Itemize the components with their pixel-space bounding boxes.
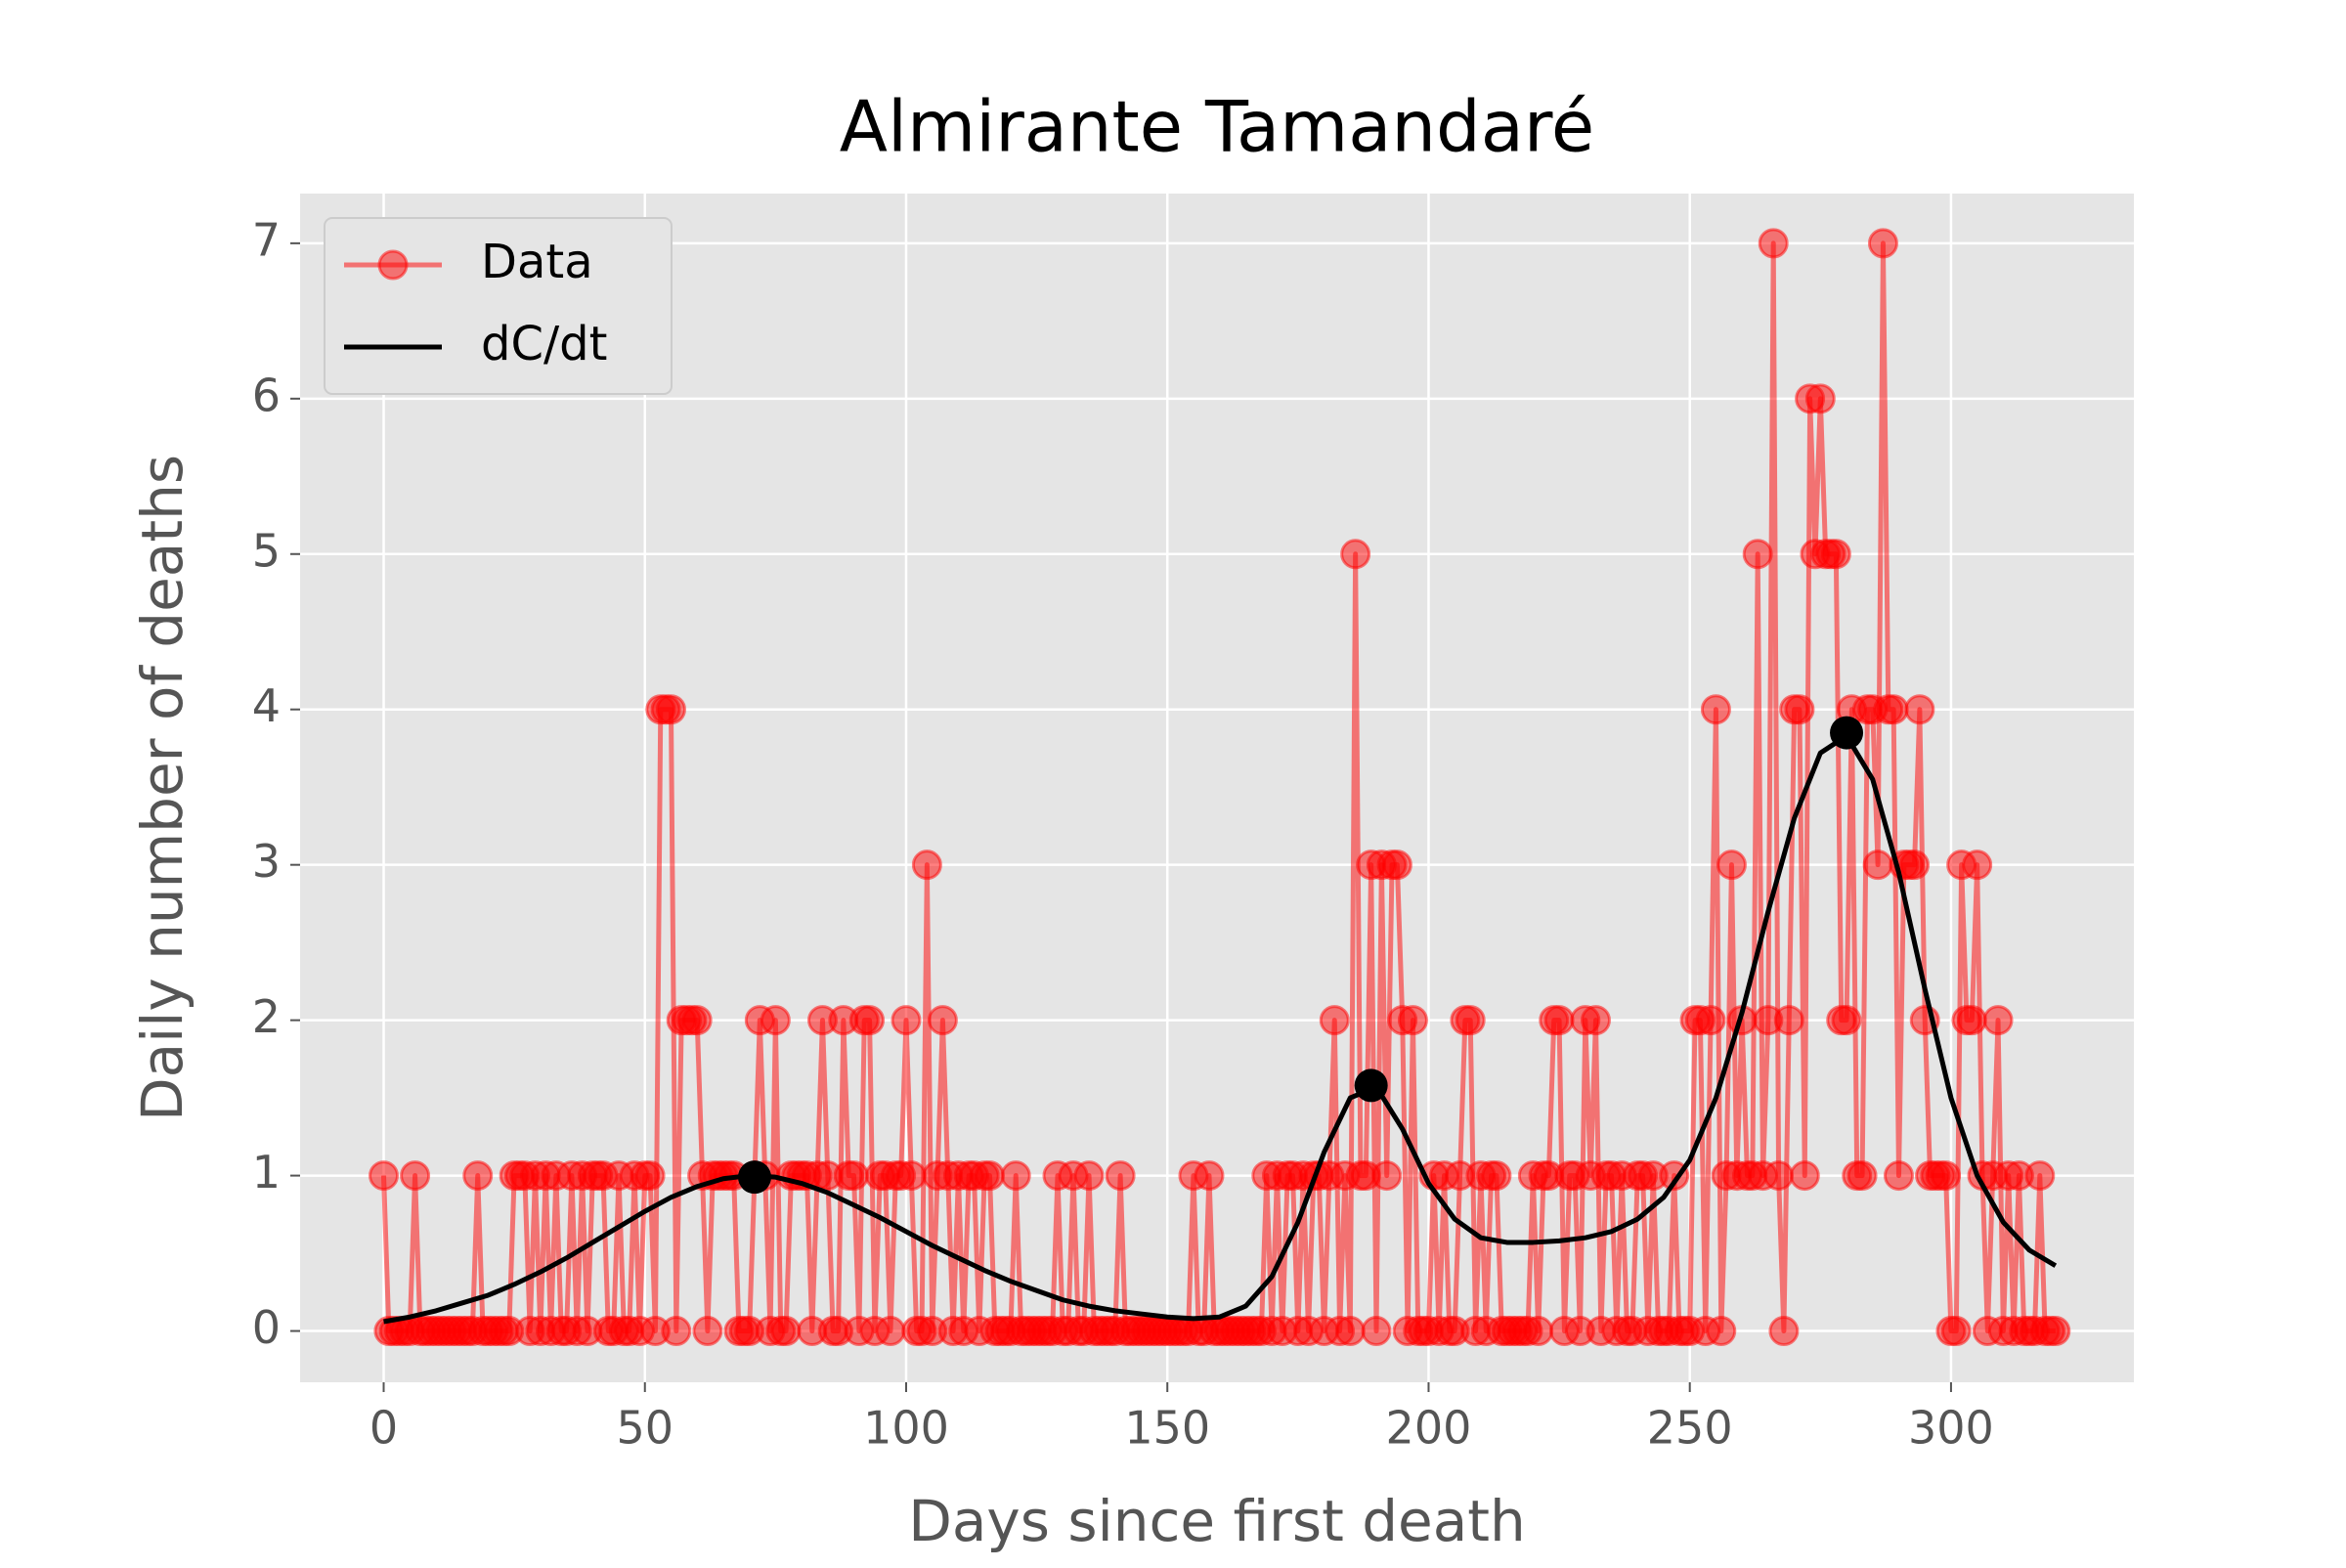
data-point (1789, 1160, 1820, 1192)
x-tick-label: 300 (1908, 1402, 1994, 1455)
x-tick-label: 250 (1647, 1402, 1733, 1455)
data-point (634, 1160, 666, 1192)
data-point (1962, 849, 1993, 881)
data-point (1334, 1316, 1366, 1347)
data-point (760, 1005, 791, 1036)
legend-label: dC/dt (481, 317, 607, 371)
chart-title: Almirante Tamandaré (840, 86, 1594, 168)
data-point (1982, 1005, 2014, 1036)
data-point (655, 694, 686, 725)
data-point (1706, 1316, 1737, 1347)
x-axis-label: Days since first death (908, 1488, 1526, 1554)
data-point (1481, 1160, 1512, 1192)
data-point (875, 1316, 906, 1347)
y-tick-label: 3 (252, 835, 281, 888)
data-point (1940, 1316, 1972, 1347)
data-point (1194, 1160, 1225, 1192)
data-point (1742, 539, 1773, 570)
data-point (1904, 694, 1935, 725)
data-point (1883, 1160, 1914, 1192)
y-tick-label: 0 (252, 1301, 281, 1354)
data-point (1361, 1316, 1392, 1347)
data-point (1931, 1160, 1962, 1192)
legend-label: Data (481, 235, 593, 289)
y-axis-label: Daily number of deaths (129, 455, 196, 1121)
data-point (927, 1005, 958, 1036)
data-point (1763, 1160, 1795, 1192)
y-tick-label: 6 (252, 369, 281, 421)
data-point (1867, 228, 1898, 259)
data-point (1397, 1005, 1428, 1036)
data-point (2024, 1160, 2056, 1192)
data-point (975, 1160, 1006, 1192)
series-line (383, 733, 2058, 1325)
data-point (1758, 228, 1789, 259)
y-tick-label: 5 (252, 524, 281, 577)
legend-box (324, 217, 673, 395)
data-point (891, 1005, 922, 1036)
x-tick-label: 100 (863, 1402, 949, 1455)
legend-marker (377, 249, 409, 281)
data-point (2040, 1316, 2071, 1347)
data-point (1716, 849, 1747, 881)
data-point (661, 1316, 692, 1347)
legend: Data dC/dt (324, 217, 673, 395)
x-tick-label: 0 (369, 1402, 398, 1455)
y-tick-label: 4 (252, 679, 281, 732)
data-point (1580, 1005, 1611, 1036)
peak-point (737, 1160, 771, 1195)
data-point (1523, 1316, 1554, 1347)
data-point (1455, 1005, 1486, 1036)
data-point (854, 1005, 886, 1036)
data-point (462, 1160, 494, 1192)
y-tick-label: 2 (252, 990, 281, 1043)
peak-point (1354, 1068, 1388, 1103)
marks (369, 228, 2071, 1347)
data-point (692, 1316, 723, 1347)
data-point (1371, 1160, 1403, 1192)
data-point (681, 1005, 713, 1036)
data-point (1695, 1005, 1726, 1036)
data-point (1543, 1005, 1575, 1036)
data-point (1878, 694, 1909, 725)
x-tick-label: 150 (1124, 1402, 1210, 1455)
data-point (1862, 849, 1893, 881)
data-point (1831, 1005, 1862, 1036)
data-point (895, 1160, 927, 1192)
data-point (1784, 694, 1815, 725)
data-point (1381, 849, 1412, 881)
data-point (911, 849, 942, 881)
x-tick-label: 50 (616, 1402, 673, 1455)
data-point (369, 1160, 400, 1192)
data-point (400, 1160, 431, 1192)
data-point (1319, 1005, 1350, 1036)
data-point (770, 1316, 802, 1347)
data-point (1000, 1160, 1031, 1192)
data-point (839, 1160, 870, 1192)
data-point (1899, 849, 1931, 881)
data-point (1846, 1160, 1878, 1192)
data-point (1804, 383, 1836, 414)
data-point (1768, 1316, 1800, 1347)
data-point (1700, 694, 1731, 725)
data-point (1773, 1005, 1804, 1036)
data-point (1820, 539, 1851, 570)
y-tick-label: 1 (252, 1146, 281, 1198)
data-point (1956, 1005, 1987, 1036)
y-tick-label: 7 (252, 213, 281, 266)
x-tick-label: 200 (1386, 1402, 1472, 1455)
data-point (1340, 539, 1371, 570)
data-point (1073, 1160, 1105, 1192)
data-point (1105, 1160, 1136, 1192)
peak-point (1830, 716, 1864, 750)
